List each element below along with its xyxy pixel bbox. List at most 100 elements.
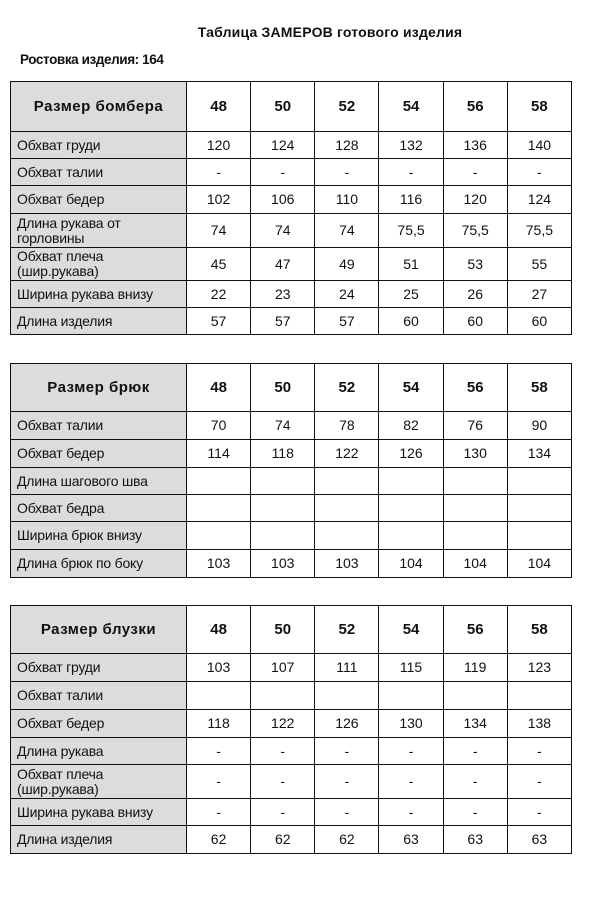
measurement-value: - [314,798,380,826]
table-row: Обхват бедра [10,494,573,522]
measurement-value: - [506,798,573,826]
size-height-label: Ростовка изделия: [20,52,139,67]
measurement-value: - [442,798,508,826]
measurement-label: Обхват талии [10,681,187,710]
table-row: Длина рукава от горловины 74 74 74 75,5 75,5 7… [10,213,573,248]
measurement-value: 75,5 [506,213,573,248]
measurement-value: - [506,764,573,799]
measurement-value: 115 [378,653,444,682]
measurement-value: 47 [250,247,316,281]
measurement-label: Обхват талии [10,411,187,440]
table-row: Обхват бедер 118 122 126 130 134 138 [10,709,573,738]
measurement-value: 62 [314,825,380,854]
table-header-row: Размер бомбера 48 50 52 54 56 58 [10,81,573,132]
table-header-label: Размер блузки [10,605,187,654]
measurement-value: 60 [442,307,508,335]
measurement-value: 78 [314,411,380,440]
measurement-label: Обхват груди [10,131,187,159]
size-header-cell: 50 [250,363,316,412]
table-row: Обхват бедер 114 118 122 126 130 134 [10,439,573,468]
measurement-value: 57 [250,307,316,335]
measurement-value: - [185,158,252,186]
table-row: Длина брюк по боку 103 103 103 104 104 104 [10,549,573,578]
measurement-value: 22 [185,280,252,308]
measurement-value [185,521,252,550]
table-header-row: Размер брюк 48 50 52 54 56 58 [10,363,573,412]
measurement-label: Обхват бедер [10,185,187,214]
table-row: Обхват плеча (шир.рукава) - - - - - - [10,764,573,799]
measurement-label: Длина рукава от горловины [10,213,187,248]
measurement-value: 132 [378,131,444,159]
measurement-value: 60 [378,307,444,335]
size-header-cell: 52 [314,363,380,412]
measurement-value: 124 [250,131,316,159]
measurement-label: Обхват груди [10,653,187,682]
measurement-value [378,681,444,710]
measurement-value: 70 [185,411,252,440]
measurement-value: - [442,764,508,799]
size-header-cell: 58 [506,81,573,132]
measurement-value: - [442,737,508,765]
measurement-value: 49 [314,247,380,281]
measurement-value [314,521,380,550]
measurement-value: 90 [506,411,573,440]
measurement-value: - [250,764,316,799]
size-header-cell: 48 [185,363,252,412]
measurement-label: Обхват бедра [10,494,187,522]
measurement-value: 24 [314,280,380,308]
table-row: Обхват талии [10,681,573,710]
size-height-note: Ростовка изделия: 164 [20,52,164,67]
table-row: Обхват талии - - - - - - [10,158,573,186]
measurement-value: 122 [314,439,380,468]
size-header-cell: 52 [314,605,380,654]
measurement-label: Обхват талии [10,158,187,186]
size-header-cell: 54 [378,605,444,654]
measurement-value: 124 [506,185,573,214]
size-header-cell: 50 [250,81,316,132]
measurement-value [250,681,316,710]
measurement-value: - [314,764,380,799]
measurement-label: Ширина рукава внизу [10,798,187,826]
measurement-label: Длина изделия [10,825,187,854]
table-row: Обхват груди 120 124 128 132 136 140 [10,131,573,159]
measurement-value: - [506,737,573,765]
measurement-label: Обхват бедер [10,439,187,468]
table-row: Ширина брюк внизу [10,521,573,550]
measurement-value: 63 [378,825,444,854]
measurement-value: 104 [506,549,573,578]
size-header-cell: 48 [185,81,252,132]
measurement-value: 118 [185,709,252,738]
measurement-value: - [378,737,444,765]
measurement-value: 53 [442,247,508,281]
measurement-label: Длина рукава [10,737,187,765]
measurement-value [250,494,316,522]
measurement-value: 114 [185,439,252,468]
measurement-value: - [314,737,380,765]
measurement-value: - [378,158,444,186]
measurement-value: 119 [442,653,508,682]
measurement-value [378,494,444,522]
measurement-value: 74 [314,213,380,248]
size-header-cell: 50 [250,605,316,654]
table-row: Обхват плеча (шир.рукава) 45 47 49 51 53 55 [10,247,573,281]
measurement-value: 57 [314,307,380,335]
measurement-value: - [314,158,380,186]
measurement-value [314,681,380,710]
measurement-value: 130 [378,709,444,738]
measurement-value: - [378,764,444,799]
measurement-value: 75,5 [378,213,444,248]
measurement-label: Обхват плеча (шир.рукава) [10,764,187,799]
trousers-size-table: Размер брюк 48 50 52 54 56 58 Обхват талии 70 74 7… [10,363,573,578]
table-header-label: Размер бомбера [10,81,187,132]
measurement-value [442,681,508,710]
size-height-value: 164 [142,52,164,67]
measurement-value: 74 [185,213,252,248]
measurement-value: 111 [314,653,380,682]
measurement-value: 106 [250,185,316,214]
measurement-value [185,494,252,522]
measurement-value [506,521,573,550]
table-row: Длина изделия 57 57 57 60 60 60 [10,307,573,335]
measurement-value [185,467,252,495]
table-header-row: Размер блузки 48 50 52 54 56 58 [10,605,573,654]
measurement-value: 63 [506,825,573,854]
